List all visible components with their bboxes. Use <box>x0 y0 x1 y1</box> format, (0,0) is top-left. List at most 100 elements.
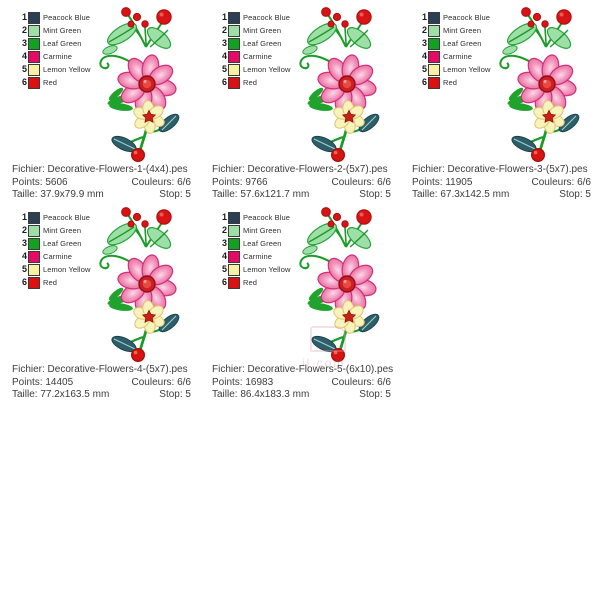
legend-number: 5 <box>21 264 27 274</box>
color-swatch-mint-green <box>28 24 40 37</box>
color-swatch-lemon-yellow <box>428 63 440 76</box>
legend-label: Peacock Blue <box>43 213 91 222</box>
legend-row: 6 Red <box>418 76 491 89</box>
color-swatch-lemon-yellow <box>228 263 240 276</box>
legend-number: 5 <box>221 64 227 74</box>
legend-number: 4 <box>21 251 27 261</box>
legend-label: Mint Green <box>443 26 482 35</box>
design-size: Taille: 57.6x121.7 mm <box>212 189 310 200</box>
legend-label: Carmine <box>243 252 273 261</box>
color-swatch-lemon-yellow <box>28 63 40 76</box>
legend-number: 6 <box>221 77 227 87</box>
color-swatch-carmine <box>228 250 240 263</box>
color-count: Couleurs: 6/6 <box>331 376 391 388</box>
legend-number: 3 <box>221 38 227 48</box>
design-card-1[interactable]: 1 Peacock Blue 2 Mint Green 3 Leaf Green 4 C… <box>0 0 200 200</box>
flower-design-preview <box>292 205 384 363</box>
flower-design-preview <box>292 5 384 163</box>
legend-row: 2 Mint Green <box>218 24 291 37</box>
legend-row: 6 Red <box>218 276 291 289</box>
legend-row: 2 Mint Green <box>18 224 91 237</box>
legend-label: Peacock Blue <box>243 213 291 222</box>
legend-number: 1 <box>421 12 427 22</box>
design-card-4[interactable]: 1 Peacock Blue 2 Mint Green 3 Leaf Green 4 C… <box>0 200 200 400</box>
legend-number: 2 <box>21 25 27 35</box>
color-count: Couleurs: 6/6 <box>131 176 191 188</box>
design-size: Taille: 86.4x183.3 mm <box>212 389 310 400</box>
color-swatch-carmine <box>28 250 40 263</box>
legend-number: 5 <box>221 264 227 274</box>
legend-label: Carmine <box>243 52 273 61</box>
color-swatch-mint-green <box>228 24 240 37</box>
legend-number: 4 <box>421 51 427 61</box>
legend-row: 3 Leaf Green <box>418 37 491 50</box>
stitch-count: Points: 5606 <box>12 176 68 188</box>
legend-row: 3 Leaf Green <box>18 237 91 250</box>
thread-color-legend: 1 Peacock Blue 2 Mint Green 3 Leaf Green 4 C… <box>218 211 291 289</box>
color-swatch-leaf-green <box>228 37 240 50</box>
legend-number: 4 <box>221 51 227 61</box>
legend-number: 4 <box>221 251 227 261</box>
legend-row: 4 Carmine <box>218 250 291 263</box>
legend-row: 3 Leaf Green <box>18 37 91 50</box>
color-swatch-red <box>428 76 440 89</box>
legend-number: 5 <box>21 64 27 74</box>
design-info: Fichier: Decorative-Flowers-3-(5x7).pes … <box>412 164 591 202</box>
legend-label: Red <box>243 278 258 287</box>
legend-label: Peacock Blue <box>43 13 91 22</box>
legend-label: Leaf Green <box>443 39 482 48</box>
legend-label: Lemon Yellow <box>243 65 291 74</box>
legend-number: 3 <box>421 38 427 48</box>
file-name: Fichier: Decorative-Flowers-1-(4x4).pes <box>12 164 188 175</box>
color-swatch-peacock-blue <box>28 11 40 24</box>
color-swatch-lemon-yellow <box>28 263 40 276</box>
legend-number: 1 <box>221 212 227 222</box>
thread-color-legend: 1 Peacock Blue 2 Mint Green 3 Leaf Green 4 C… <box>218 11 291 89</box>
color-count: Couleurs: 6/6 <box>531 176 591 188</box>
design-card-3[interactable]: 1 Peacock Blue 2 Mint Green 3 Leaf Green 4 C… <box>400 0 600 200</box>
color-count: Couleurs: 6/6 <box>331 176 391 188</box>
design-card-5[interactable]: 1 Peacock Blue 2 Mint Green 3 Leaf Green 4 C… <box>200 200 400 400</box>
thread-color-legend: 1 Peacock Blue 2 Mint Green 3 Leaf Green 4 C… <box>18 11 91 89</box>
color-swatch-lemon-yellow <box>228 63 240 76</box>
flower-design-preview <box>92 5 184 163</box>
color-swatch-red <box>28 276 40 289</box>
stop-count: Stop: 5 <box>359 389 391 400</box>
legend-number: 6 <box>21 77 27 87</box>
legend-label: Leaf Green <box>43 39 82 48</box>
file-name: Fichier: Decorative-Flowers-2-(5x7).pes <box>212 164 388 175</box>
legend-label: Leaf Green <box>243 239 282 248</box>
legend-number: 3 <box>21 238 27 248</box>
color-swatch-red <box>228 76 240 89</box>
design-card-2[interactable]: 1 Peacock Blue 2 Mint Green 3 Leaf Green 4 C… <box>200 0 400 200</box>
legend-row: 5 Lemon Yellow <box>18 263 91 276</box>
file-name: Fichier: Decorative-Flowers-5-(6x10).pes <box>212 364 394 375</box>
legend-row: 4 Carmine <box>18 250 91 263</box>
legend-row: 2 Mint Green <box>18 24 91 37</box>
legend-label: Mint Green <box>43 26 82 35</box>
legend-row: 2 Mint Green <box>218 224 291 237</box>
legend-label: Carmine <box>443 52 473 61</box>
stop-count: Stop: 5 <box>159 189 191 200</box>
legend-row: 5 Lemon Yellow <box>418 63 491 76</box>
legend-label: Leaf Green <box>243 39 282 48</box>
legend-row: 2 Mint Green <box>418 24 491 37</box>
color-swatch-leaf-green <box>428 37 440 50</box>
legend-row: 5 Lemon Yellow <box>218 63 291 76</box>
thread-color-legend: 1 Peacock Blue 2 Mint Green 3 Leaf Green 4 C… <box>418 11 491 89</box>
stop-count: Stop: 5 <box>559 189 591 200</box>
legend-row: 6 Red <box>18 76 91 89</box>
thread-color-legend: 1 Peacock Blue 2 Mint Green 3 Leaf Green 4 C… <box>18 211 91 289</box>
legend-row: 6 Red <box>18 276 91 289</box>
legend-label: Peacock Blue <box>243 13 291 22</box>
legend-number: 2 <box>221 25 227 35</box>
legend-label: Red <box>43 78 58 87</box>
stitch-count: Points: 16983 <box>212 376 274 388</box>
legend-row: 3 Leaf Green <box>218 237 291 250</box>
file-name: Fichier: Decorative-Flowers-3-(5x7).pes <box>412 164 588 175</box>
legend-label: Mint Green <box>243 26 282 35</box>
legend-row: 1 Peacock Blue <box>218 11 291 24</box>
color-swatch-peacock-blue <box>428 11 440 24</box>
legend-number: 2 <box>21 225 27 235</box>
file-name: Fichier: Decorative-Flowers-4-(5x7).pes <box>12 364 188 375</box>
